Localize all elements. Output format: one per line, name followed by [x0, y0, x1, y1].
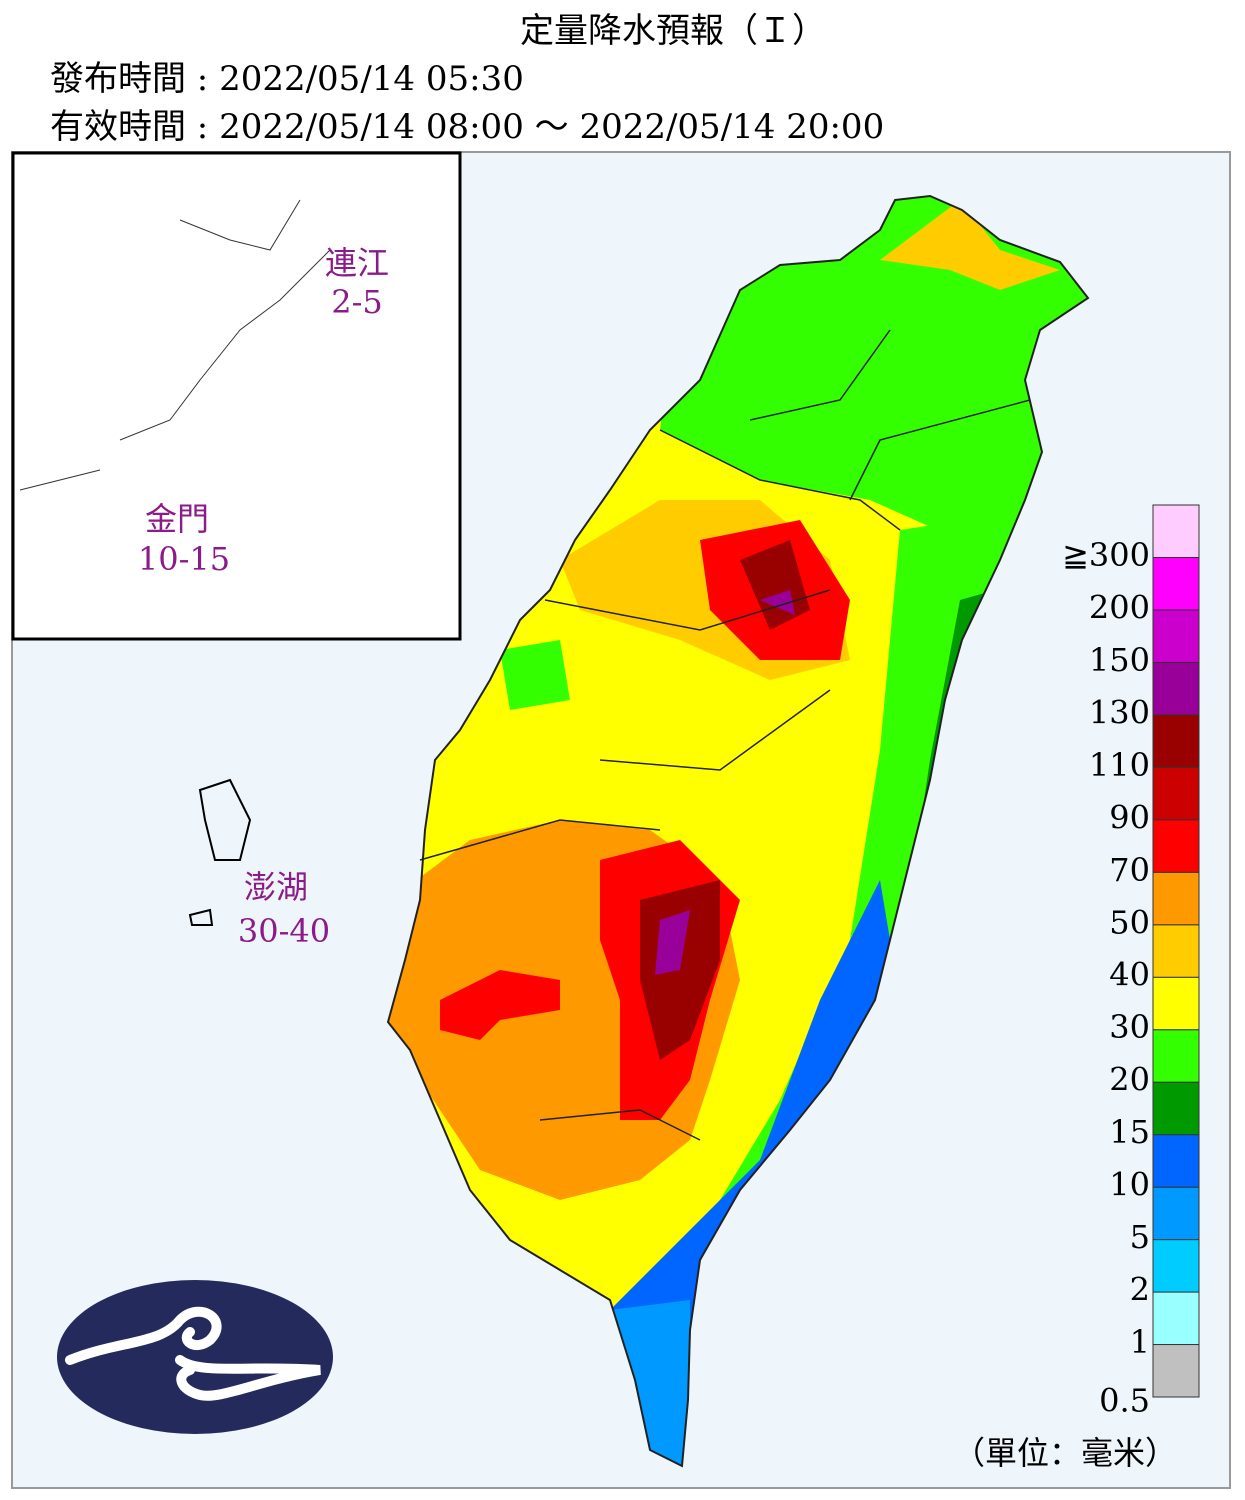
- legend-label: 30: [1109, 1008, 1150, 1046]
- inset-box: [11, 151, 462, 641]
- legend-label: 10: [1109, 1166, 1150, 1204]
- unit-label: （單位：毫米）: [953, 1434, 1177, 1472]
- legend-swatch: [1152, 661, 1200, 716]
- coastline: [19, 199, 331, 491]
- legend-label: 5: [1130, 1218, 1150, 1256]
- legend-label: 2: [1130, 1271, 1150, 1309]
- region-name: 連江: [325, 244, 389, 282]
- legend-swatch: [1152, 714, 1200, 768]
- region-value: 2-5: [331, 283, 383, 321]
- legend-swatch: [1152, 1081, 1200, 1136]
- legend: 0.5 1 2 5 10 15 20 30 40 50 70 90 110 130 150 200 ≧300: [1062, 504, 1200, 1420]
- legend-swatch: [1152, 1291, 1200, 1346]
- legend-label: 110: [1089, 746, 1150, 784]
- legend-label: 150: [1089, 641, 1150, 679]
- valid-time: 有效時間 : 2022/05/14 08:00 ～ 2022/05/14 20:…: [50, 107, 884, 147]
- legend-swatch: [1152, 1239, 1200, 1293]
- legend-swatch: [1152, 556, 1200, 611]
- legend-label: 0.5: [1099, 1382, 1150, 1420]
- legend-swatch: [1152, 976, 1200, 1031]
- legend-label: 90: [1109, 798, 1150, 836]
- title: 定量降水預報（Ｉ）: [520, 11, 826, 51]
- legend-swatch: [1152, 609, 1200, 663]
- legend-swatch: [1152, 924, 1200, 978]
- legend-label: 1: [1130, 1323, 1150, 1361]
- county-borders: [419, 329, 1031, 1141]
- legend-swatch: [1152, 1029, 1200, 1083]
- issued-time: 發布時間 : 2022/05/14 05:30: [50, 59, 524, 99]
- region-value: 10-15: [138, 540, 230, 578]
- legend-label: 40: [1109, 956, 1150, 994]
- legend-label: 200: [1089, 588, 1150, 626]
- legend-swatch: [1152, 1344, 1200, 1398]
- penghu-outline: [188, 778, 252, 926]
- legend-label: ≧300: [1062, 536, 1150, 574]
- legend-label: 20: [1109, 1061, 1150, 1099]
- legend-swatch: [1152, 871, 1200, 926]
- legend-swatch: [1152, 819, 1200, 873]
- legend-swatch: [1152, 1186, 1200, 1241]
- logo: [57, 1280, 333, 1434]
- region-name: 金門: [145, 500, 209, 538]
- region-name: 澎湖: [244, 868, 308, 906]
- legend-label: 70: [1109, 851, 1150, 889]
- legend-label: 15: [1109, 1113, 1150, 1151]
- legend-swatch: [1152, 1134, 1200, 1188]
- legend-label: 50: [1109, 903, 1150, 941]
- legend-swatch: [1152, 766, 1200, 821]
- legend-label: 130: [1089, 693, 1150, 731]
- region-value: 30-40: [238, 912, 330, 950]
- legend-swatch: [1152, 504, 1200, 558]
